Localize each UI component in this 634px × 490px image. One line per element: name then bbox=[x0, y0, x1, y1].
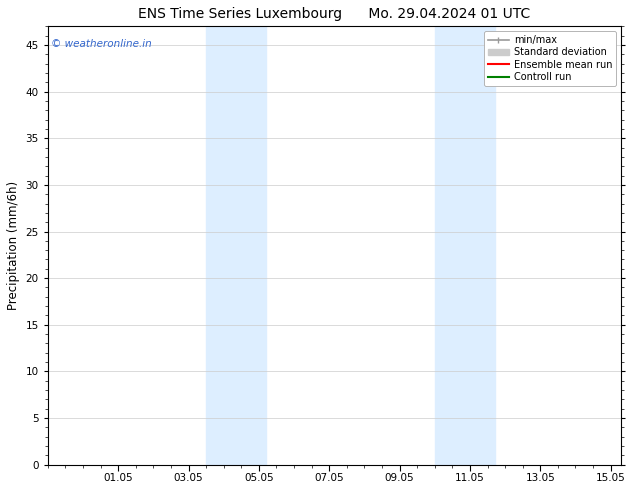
Legend: min/max, Standard deviation, Ensemble mean run, Controll run: min/max, Standard deviation, Ensemble me… bbox=[484, 31, 616, 86]
Title: ENS Time Series Luxembourg      Mo. 29.04.2024 01 UTC: ENS Time Series Luxembourg Mo. 29.04.202… bbox=[138, 7, 531, 21]
Bar bbox=[435, 26, 495, 465]
Y-axis label: Precipitation (mm/6h): Precipitation (mm/6h) bbox=[7, 181, 20, 310]
Bar bbox=[206, 26, 266, 465]
Text: © weatheronline.in: © weatheronline.in bbox=[51, 39, 152, 49]
